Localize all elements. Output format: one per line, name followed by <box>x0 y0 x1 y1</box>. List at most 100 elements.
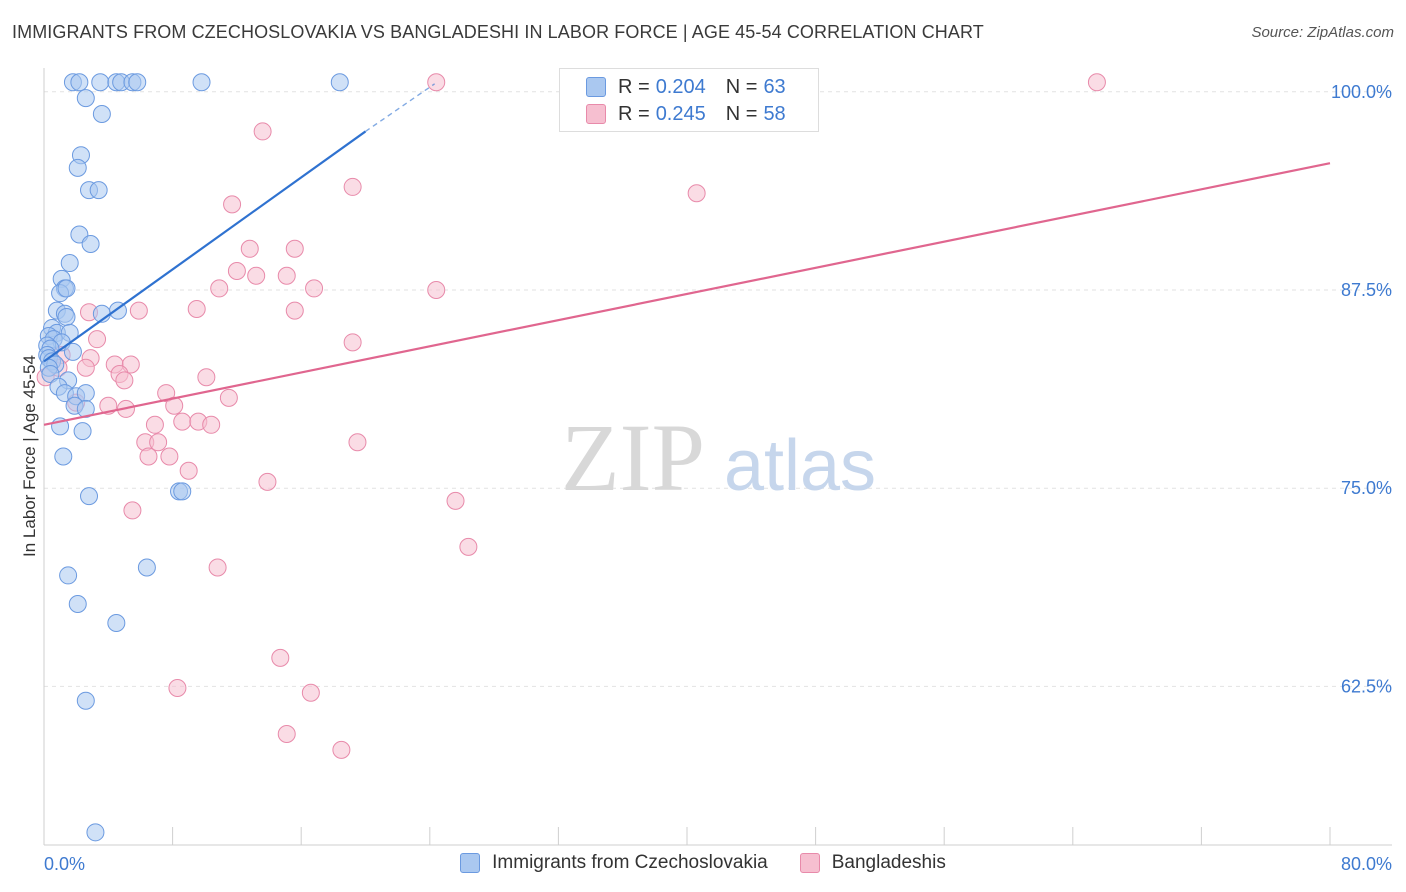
bangladeshis-point <box>427 281 446 299</box>
y-tick-label: 87.5% <box>1341 280 1392 300</box>
bangladeshis-point <box>459 537 478 556</box>
czechoslovakia-point <box>68 594 87 613</box>
bangladeshis-point <box>149 433 168 452</box>
bangladeshis-trendline <box>43 162 1331 426</box>
czechoslovakia-point <box>68 158 87 177</box>
legend-r-label: R = <box>618 75 650 98</box>
bangladeshis-point <box>139 447 158 466</box>
bangladeshis-point <box>258 472 277 491</box>
bangladeshis-point <box>277 725 296 743</box>
czechoslovakia-point <box>70 73 89 92</box>
bangladeshis-point <box>145 415 164 434</box>
source-label: Source: ZipAtlas.com <box>1251 24 1394 41</box>
watermark-zip: ZIP <box>561 404 705 511</box>
legend-n-value: 63 <box>763 75 786 98</box>
axis-labels: 62.5% 75.0% 87.5% 100.0% 0.0% 80.0% In Labor F… <box>20 82 1392 874</box>
czechoslovakia-point <box>57 279 76 298</box>
czechoslovakia-point <box>91 73 110 92</box>
bangladeshis-point <box>123 501 142 520</box>
legend-swatch-blue <box>586 77 606 97</box>
czechoslovakia-point <box>107 614 126 632</box>
bangladeshis-point <box>427 73 446 92</box>
czechoslovakia-point <box>81 235 100 254</box>
legend-swatch-pink <box>586 104 606 124</box>
czechoslovakia-point <box>128 73 147 92</box>
bangladeshis-point <box>227 261 246 280</box>
czechoslovakia-point <box>330 73 349 92</box>
watermark-atlas: atlas <box>724 426 876 506</box>
legend-swatch-pink <box>799 853 820 873</box>
trendlines <box>43 83 1331 426</box>
legend-label-bangladeshis: Bangladeshis <box>831 852 946 873</box>
gridlines <box>44 91 1390 687</box>
legend-r-value: 0.245 <box>655 102 706 125</box>
legend-label-czechoslovakia: Immigrants from Czechoslovakia <box>492 852 768 873</box>
legend-r-label: R = <box>618 102 650 125</box>
legend-swatch-blue <box>460 853 481 873</box>
czechoslovakia-point <box>76 89 95 108</box>
legend-item-czechoslovakia[interactable]: Immigrants from Czechoslovakia <box>460 852 768 874</box>
czechoslovakia-point <box>59 566 78 585</box>
bangladeshis-point <box>446 491 465 510</box>
chart-title: IMMIGRANTS FROM CZECHOSLOVAKIA VS BANGLA… <box>12 22 984 42</box>
legend-row-bangladeshis: R = 0.245 N = 58 <box>586 101 786 127</box>
czechoslovakia-point <box>57 307 76 326</box>
bangladeshis-point <box>253 122 272 141</box>
bangladeshis-point <box>305 279 324 298</box>
czechoslovakia-point <box>54 447 73 466</box>
bangladeshis-point <box>129 301 148 320</box>
czechoslovakia-point <box>86 823 105 842</box>
czechoslovakia-point <box>63 342 82 361</box>
bangladeshis-point <box>240 239 259 258</box>
czechoslovakia-point <box>80 487 99 506</box>
czechoslovakia-point <box>192 73 211 92</box>
bangladeshis-point <box>197 368 216 387</box>
czechoslovakia-point <box>41 365 60 384</box>
bangladeshis-point <box>115 371 134 390</box>
bangladeshis-point <box>687 184 706 203</box>
bangladeshis-point <box>332 740 351 759</box>
x-tick-label: 80.0% <box>1341 854 1392 874</box>
bangladeshis-point <box>173 412 192 431</box>
czechoslovakia-trendline-extension <box>365 83 436 133</box>
czechoslovakia-point <box>137 558 156 577</box>
bangladeshis-point <box>348 433 367 452</box>
axes <box>43 68 1392 846</box>
bangladeshis-point <box>277 266 296 285</box>
legend-item-bangladeshis[interactable]: Bangladeshis <box>799 852 946 874</box>
bangladeshis-point <box>343 333 362 352</box>
bangladeshis-point <box>223 195 242 214</box>
legend-r-value: 0.204 <box>655 75 706 98</box>
y-axis-label: In Labor Force | Age 45-54 <box>20 355 39 557</box>
czechoslovakia-point <box>89 181 108 200</box>
bangladeshis-point <box>1087 73 1106 92</box>
legend-n-value: 58 <box>763 102 786 125</box>
bangladeshis-point <box>271 648 290 667</box>
legend-n-label: N = <box>725 102 758 125</box>
bangladeshis-point <box>157 384 176 403</box>
series-legend: Immigrants from Czechoslovakia Banglades… <box>0 852 1406 874</box>
bangladeshis-point <box>208 558 227 577</box>
bangladeshis-point <box>179 461 198 480</box>
czechoslovakia-point <box>73 422 92 441</box>
bangladeshis-point <box>168 679 187 698</box>
x-tick-label: 0.0% <box>44 854 85 874</box>
czechoslovakia-point <box>92 104 111 123</box>
czechoslovakia-point <box>173 482 192 501</box>
czechoslovakia-points <box>38 73 349 842</box>
bangladeshis-point <box>247 266 266 285</box>
bangladeshis-point <box>187 300 206 319</box>
bangladeshis-point <box>88 330 107 349</box>
y-tick-label: 100.0% <box>1331 82 1392 102</box>
legend-row-czechoslovakia: R = 0.204 N = 63 <box>586 74 786 100</box>
bangladeshis-point <box>301 683 320 702</box>
watermark: ZIP atlas <box>561 404 876 511</box>
bangladeshis-point <box>219 388 238 407</box>
czechoslovakia-point <box>76 399 95 418</box>
y-tick-label: 75.0% <box>1341 478 1392 498</box>
bangladeshis-point <box>202 415 221 434</box>
bangladeshis-point <box>160 447 179 466</box>
bangladeshis-point <box>285 239 304 258</box>
bangladeshis-point <box>76 358 95 377</box>
